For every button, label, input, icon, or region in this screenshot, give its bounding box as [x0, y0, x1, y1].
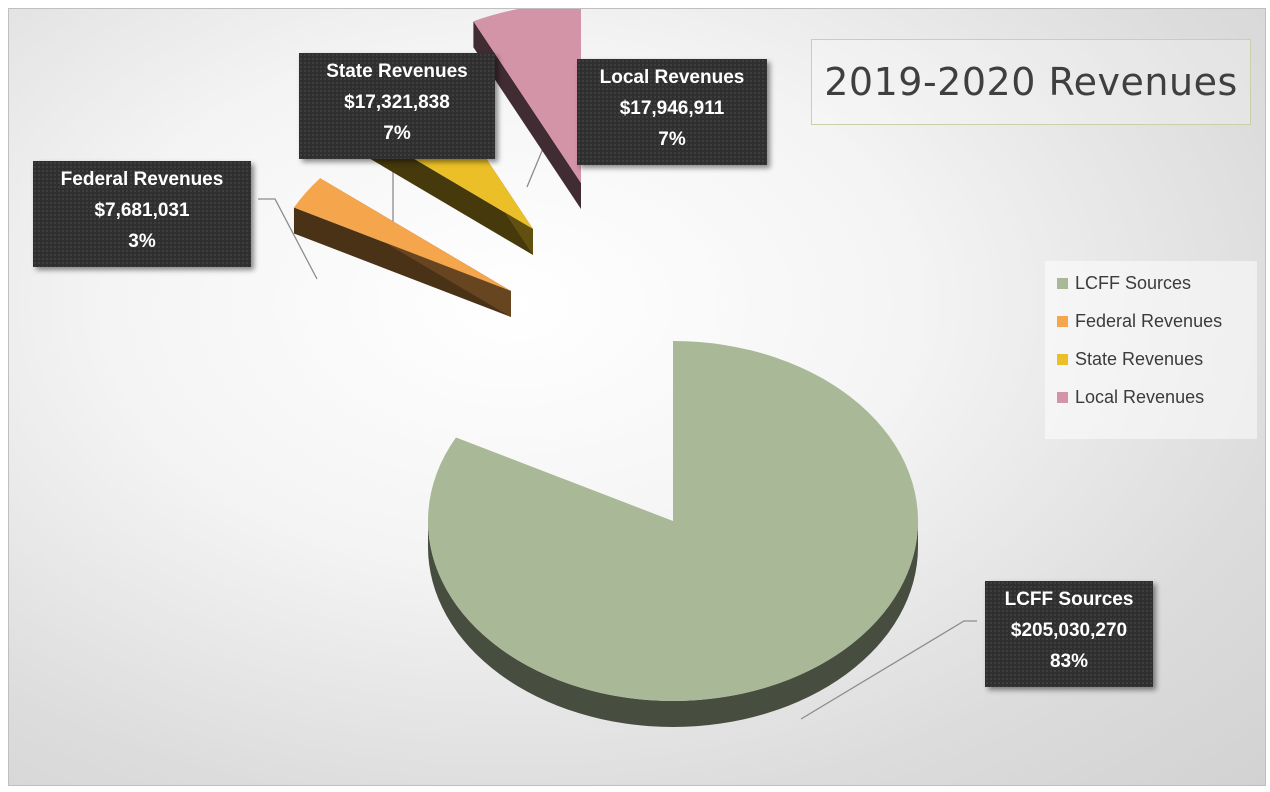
chart-area: 2019-2020 Revenues LCFF Sources Federal … [8, 8, 1266, 786]
legend-label: State Revenues [1075, 349, 1204, 369]
pie-chart-plot [258, 9, 977, 727]
chart-title: 2019-2020 Revenues [824, 60, 1238, 104]
pie-slice-federal-revenues [293, 178, 511, 291]
data-label-local-revenues: Local Revenues $17,946,911 7% [577, 59, 767, 165]
slice-edge-local-revenues [473, 21, 581, 210]
data-label-name: Federal Revenues [60, 169, 224, 190]
data-label-state-revenues: State Revenues $17,321,838 7% [299, 53, 495, 159]
data-label-percent: 83% [1049, 651, 1089, 672]
pie-slice-local-revenues [473, 9, 581, 183]
legend-swatch-federal-revenues [1057, 316, 1068, 327]
chart-title-box: 2019-2020 Revenues [811, 39, 1251, 125]
legend-label: LCFF Sources [1075, 273, 1192, 293]
legend-item-federal-revenues: Federal Revenues [1057, 311, 1222, 332]
data-label-lcff-sources: LCFF Sources $205,030,270 83% [985, 581, 1153, 687]
chart-legend: LCFF Sources Federal Revenues State Reve… [1045, 261, 1257, 439]
data-label-percent: 7% [383, 123, 411, 144]
data-label-value: $17,946,911 [619, 98, 725, 119]
data-label-name: Local Revenues [599, 67, 745, 88]
leader-line-lcff-sources [800, 620, 977, 720]
legend-item-lcff-sources: LCFF Sources [1057, 273, 1191, 294]
legend-swatch-lcff-sources [1057, 278, 1068, 289]
data-label-name: LCFF Sources [1004, 589, 1134, 610]
data-label-federal-revenues: Federal Revenues $7,681,031 3% [33, 161, 251, 267]
data-label-percent: 3% [128, 231, 156, 252]
legend-item-local-revenues: Local Revenues [1057, 387, 1204, 408]
slice-edge-federal-revenues [293, 207, 511, 317]
data-label-percent: 7% [658, 129, 686, 150]
data-label-name: State Revenues [326, 61, 468, 82]
pie-slice-lcff-sources [427, 341, 918, 701]
data-label-value: $7,681,031 [94, 200, 190, 221]
leader-line-federal-revenues [258, 198, 318, 280]
legend-swatch-state-revenues [1057, 354, 1068, 365]
legend-label: Federal Revenues [1075, 311, 1223, 331]
legend-swatch-local-revenues [1057, 392, 1068, 403]
data-label-value: $17,321,838 [344, 92, 450, 113]
legend-label: Local Revenues [1075, 387, 1205, 407]
data-label-value: $205,030,270 [1010, 620, 1128, 641]
legend-item-state-revenues: State Revenues [1057, 349, 1203, 370]
